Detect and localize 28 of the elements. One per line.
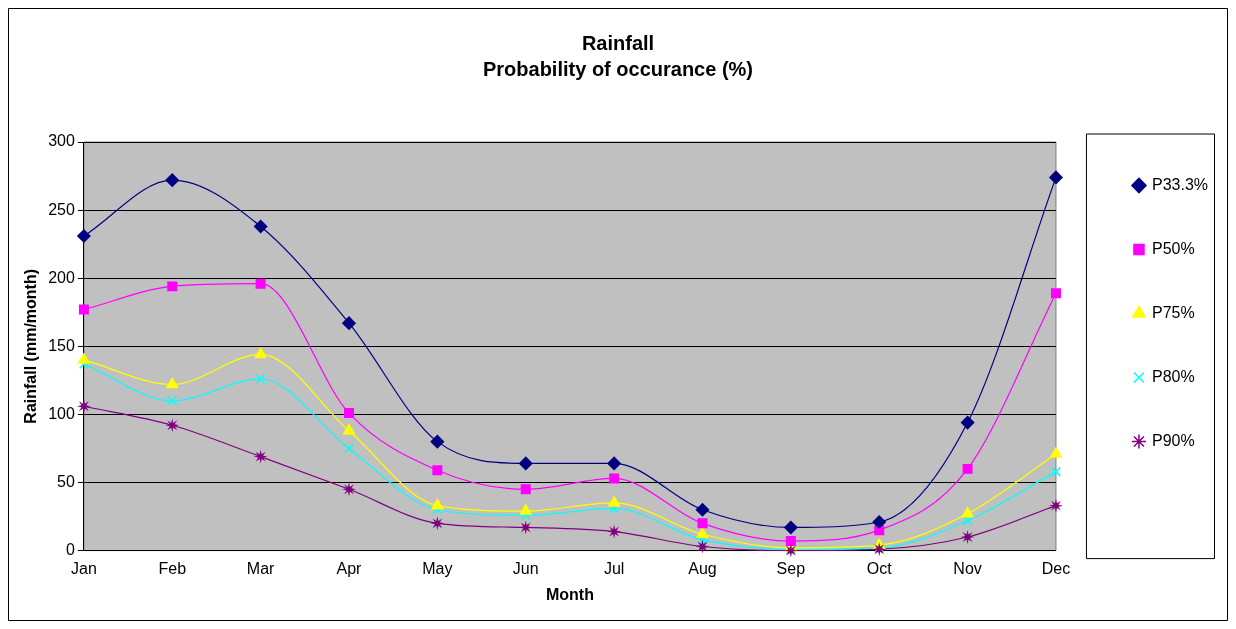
y-tick-label: 0 [65,541,75,559]
x-tick-label: May [422,559,453,577]
y-tick-label: 250 [48,200,75,218]
y-tick-label: 150 [48,336,75,354]
x-tick-label: Nov [953,559,982,577]
x-tick-label: Oct [866,559,893,577]
x-tick-label: Jan [71,559,97,577]
y-axis-title: Rainfall (mm/month) [22,268,40,424]
x-tick-label: Apr [336,559,363,577]
y-tick-label: 200 [48,268,75,286]
legend-label: P33.3% [1151,175,1209,193]
x-tick-label: Jun [512,559,539,577]
x-tick-label: Dec [1041,559,1071,577]
chart-title: Rainfall [581,31,655,54]
y-tick-label: 50 [57,472,75,490]
y-tick-label: 300 [48,132,75,150]
x-tick-label: Jul [603,559,625,577]
legend-label: P80% [1151,367,1195,385]
x-tick-label: Sep [776,559,806,577]
legend-label: P75% [1151,303,1195,321]
x-axis-title: Month [545,585,594,603]
chart-subtitle: Probability of occurance (%) [482,57,754,80]
y-tick-label: 100 [48,404,75,422]
x-tick-label: Feb [158,559,187,577]
x-tick-label: Aug [688,559,717,577]
x-tick-label: Mar [246,559,276,577]
legend-label: P90% [1151,431,1195,449]
legend-label: P50% [1151,239,1195,257]
